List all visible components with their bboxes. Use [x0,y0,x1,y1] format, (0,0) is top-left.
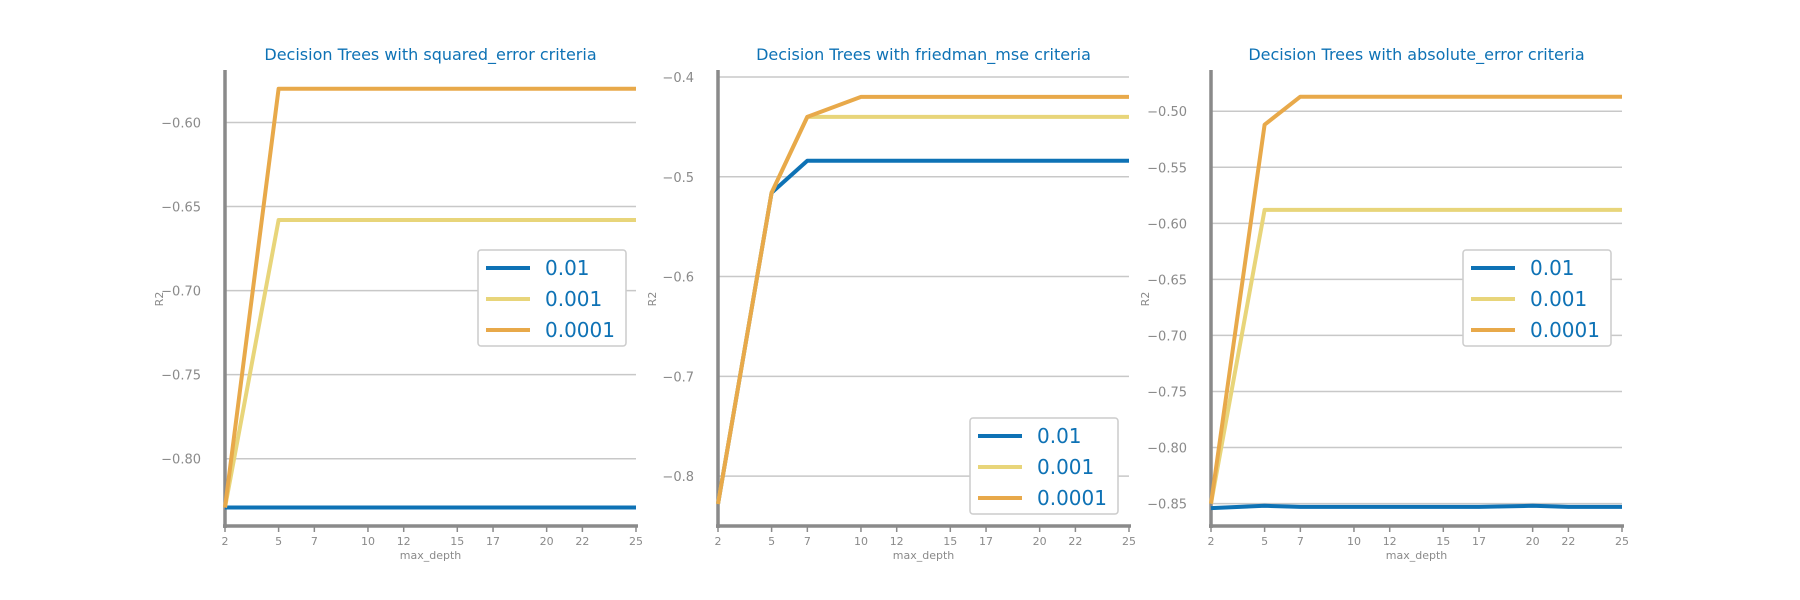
x-axis-label: max_depth [893,549,955,562]
series-line-0.01 [716,158,1129,505]
chart-title: Decision Trees with friedman_mse criteri… [756,45,1091,65]
series-line-0.0001 [716,94,1129,505]
legend: 0.01 0.001 0.0001 [477,249,627,347]
legend-label: 0.0001 [545,318,615,342]
legend-label: 0.01 [545,256,590,280]
x-tick-label: 12 [397,535,411,548]
x-tick-label: 10 [854,535,868,548]
y-tick-label: −0.8 [662,470,694,485]
x-tick-label: 25 [1122,535,1136,548]
x-tick-label: 7 [311,535,318,548]
x-tick-label: 2 [1208,535,1215,548]
chart-title: Decision Trees with absolute_error crite… [1248,45,1584,65]
y-tick-label: −0.60 [1147,217,1187,232]
legend-label: 0.001 [1530,287,1587,311]
legend: 0.01 0.001 0.0001 [969,417,1119,515]
series-line-0.01 [1210,503,1622,511]
x-tick-label: 22 [1561,535,1575,548]
y-tick-label: −0.80 [1147,442,1187,457]
legend-label: 0.001 [1037,455,1094,479]
legend-label: 0.01 [1530,256,1575,280]
x-tick-label: 17 [1472,535,1486,548]
x-tick-label: 10 [361,535,375,548]
x-tick-label: 20 [1033,535,1047,548]
x-tick-label: 5 [1261,535,1268,548]
y-tick-label: −0.80 [161,453,201,468]
x-tick-label: 25 [1615,535,1629,548]
y-tick-label: −0.60 [161,116,201,131]
y-tick-label: −0.65 [1147,273,1187,288]
y-tick-label: −0.50 [1147,105,1187,120]
y-tick-label: −0.70 [161,285,201,300]
x-axis-label: max_depth [1386,549,1448,562]
x-tick-label: 7 [1297,535,1304,548]
legend-box [477,249,627,347]
y-tick-label: −0.4 [662,71,694,86]
y-axis-label: R2 [1139,292,1152,307]
x-tick-label: 5 [275,535,282,548]
legend-label: 0.01 [1037,424,1082,448]
series-line-0.0001 [223,86,636,508]
x-tick-label: 17 [979,535,993,548]
x-axis-label: max_depth [400,549,462,562]
y-tick-label: −0.85 [1147,498,1187,513]
x-tick-label: 15 [943,535,957,548]
y-tick-label: −0.55 [1147,161,1187,176]
chart-1: −0.80−0.75−0.70−0.65−0.602 5 7 10 12 15 17 20 22… [153,45,643,562]
legend: 0.01 0.001 0.0001 [1462,249,1612,347]
y-tick-label: −0.6 [662,271,694,286]
y-tick-label: −0.75 [161,369,201,384]
y-tick-label: −0.65 [161,201,201,216]
x-tick-label: 10 [1347,535,1361,548]
legend-box [1462,249,1612,347]
y-axis-label: R2 [153,292,166,307]
y-tick-label: −0.5 [662,171,694,186]
x-tick-label: 2 [715,535,722,548]
y-tick-label: −0.75 [1147,385,1187,400]
x-tick-label: 20 [540,535,554,548]
chart-3: −0.85 −0.80 −0.75 −0.70 −0.65 −0.60 −0.55 −0.50… [1139,45,1629,562]
x-tick-label: 15 [450,535,464,548]
x-tick-label: 15 [1436,535,1450,548]
series-line-0.001 [223,218,636,508]
x-tick-label: 12 [890,535,904,548]
series-line-0.001 [1209,207,1622,504]
legend-box [969,417,1119,515]
x-tick-label: 7 [804,535,811,548]
chart-2: −0.8−0.7−0.6−0.5−0.42 5 7 10 12 15 17 20 22 25Dec… [646,45,1136,562]
x-tick-label: 5 [768,535,775,548]
x-tick-label: 25 [629,535,643,548]
x-tick-label: 2 [222,535,229,548]
x-tick-label: 17 [486,535,500,548]
chart-title: Decision Trees with squared_error criter… [264,45,596,65]
x-tick-label: 22 [1068,535,1082,548]
y-tick-label: −0.70 [1147,329,1187,344]
y-tick-label: −0.7 [662,370,694,385]
x-tick-label: 12 [1383,535,1397,548]
x-tick-label: 22 [575,535,589,548]
legend-label: 0.0001 [1530,318,1600,342]
legend-label: 0.0001 [1037,486,1107,510]
x-tick-label: 20 [1526,535,1540,548]
series-line-0.0001 [1209,94,1622,504]
y-axis-label: R2 [646,292,659,307]
legend-label: 0.001 [545,287,602,311]
